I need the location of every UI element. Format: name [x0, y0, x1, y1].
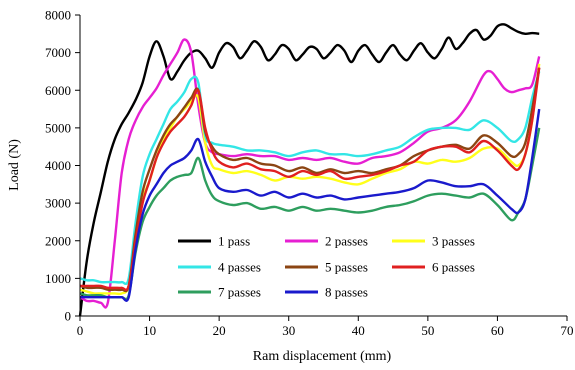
series-line-8	[80, 108, 541, 302]
ticks-layer: 0 10 20 30 40 50 60 70 0 1000 2000 3000 4000 5000 6000…	[45, 8, 574, 339]
x-tick-label: 0	[77, 323, 84, 338]
legend-label-8: 8 passes	[325, 285, 368, 300]
y-tick-label: 1000	[45, 271, 71, 286]
x-tick-label: 10	[143, 323, 156, 338]
y-tick-label: 4000	[45, 158, 71, 173]
legend-label-1: 1 pass	[218, 234, 250, 249]
series-line-1	[78, 23, 540, 317]
x-tick-label: 40	[352, 323, 365, 338]
y-axis-title: Load (N)	[7, 139, 22, 191]
legend-label-4: 4 passes	[218, 260, 261, 275]
x-tick-label: 20	[213, 323, 226, 338]
x-tick-label: 70	[561, 323, 574, 338]
y-tick-label: 5000	[45, 120, 71, 135]
legend-label-7: 7 passes	[218, 285, 261, 300]
legend-label-5: 5 passes	[325, 260, 368, 275]
y-tick-label: 6000	[45, 83, 71, 98]
y-tick-label: 2000	[45, 233, 71, 248]
legend: 1 pass 2 passes 3 passes 4 passes 5 passes 6 …	[178, 234, 475, 300]
x-tick-label: 60	[491, 323, 504, 338]
y-tick-label: 3000	[45, 196, 71, 211]
y-tick-label: 8000	[45, 8, 71, 23]
x-axis-title: Ram displacement (mm)	[253, 349, 392, 364]
legend-label-2: 2 passes	[325, 234, 368, 249]
y-tick-label: 7000	[45, 45, 71, 60]
x-tick-label: 50	[421, 323, 434, 338]
legend-label-6: 6 passes	[432, 260, 475, 275]
y-tick-label: 0	[65, 309, 72, 324]
series-layer	[78, 23, 541, 317]
series-line-2	[79, 38, 541, 309]
x-tick-label: 30	[282, 323, 295, 338]
legend-label-3: 3 passes	[432, 234, 475, 249]
